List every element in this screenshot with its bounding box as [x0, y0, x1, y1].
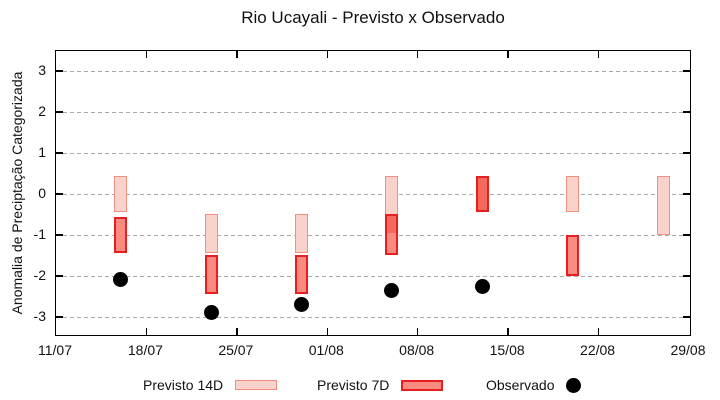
observed-point	[113, 272, 129, 288]
x-tick	[507, 328, 509, 335]
x-tick	[597, 51, 600, 58]
x-tick-label: 29/08	[670, 342, 706, 358]
y-tick-label: 3	[38, 62, 46, 79]
forecast-box-7d	[204, 255, 218, 295]
legend-item-previsto-7d: Previsto 7D	[317, 377, 444, 393]
y-tick	[683, 193, 690, 195]
observed-point	[203, 305, 219, 321]
x-tick	[597, 328, 600, 335]
x-tick-label: 25/07	[218, 342, 254, 358]
forecast-box-7d	[294, 255, 308, 295]
legend-label-observado: Observado	[486, 377, 555, 393]
x-tick-label: 08/08	[399, 342, 435, 358]
forecast-box-14d	[294, 214, 308, 254]
plot-area	[55, 50, 691, 336]
y-tick	[56, 275, 63, 277]
x-tick	[416, 51, 419, 58]
legend-item-observado: Observado	[486, 377, 582, 393]
forecast-box-7d	[114, 216, 128, 254]
previsto-7d-swatch-icon	[401, 379, 444, 391]
y-tick-label: -3	[33, 307, 46, 324]
forecast-overlap-segment	[387, 216, 397, 233]
x-tick-label: 18/07	[127, 342, 163, 358]
y-tick	[56, 234, 63, 236]
y-tick-label: 2	[38, 103, 46, 120]
y-tick	[56, 193, 63, 195]
forecast-box-14d	[566, 175, 580, 213]
y-tick	[56, 111, 63, 113]
y-tick-label: 1	[38, 144, 46, 161]
gridline	[56, 275, 690, 277]
x-tick-label: 22/08	[580, 342, 616, 358]
gridline	[56, 112, 690, 114]
legend-label-previsto-14d: Previsto 14D	[143, 377, 224, 393]
y-tick	[56, 70, 63, 72]
y-tick	[683, 111, 690, 113]
x-tick-label: 01/08	[308, 342, 344, 358]
y-tick-label: 0	[38, 185, 46, 201]
x-tick	[416, 328, 419, 335]
x-tick	[236, 51, 238, 58]
y-tick	[56, 316, 63, 318]
x-tick	[326, 328, 329, 335]
legend-label-previsto-7d: Previsto 7D	[317, 377, 390, 393]
chart-title: Rio Ucayali - Previsto x Observado	[241, 8, 505, 27]
legend-item-previsto-14d: Previsto 14D	[143, 377, 278, 393]
x-tick	[236, 328, 238, 335]
y-tick	[683, 234, 690, 236]
y-tick	[683, 275, 690, 277]
y-tick-label: -2	[33, 266, 46, 283]
observado-dot-icon	[566, 377, 582, 393]
x-tick-label: 11/07	[38, 342, 72, 358]
forecast-box-14d	[204, 214, 218, 254]
x-tick	[145, 328, 148, 335]
gridline	[56, 153, 690, 155]
x-tick-label: 15/08	[489, 342, 525, 358]
x-tick	[326, 51, 329, 58]
observed-point	[474, 278, 490, 294]
x-tick	[507, 51, 509, 58]
forecast-box-7d	[566, 234, 580, 276]
y-tick	[683, 152, 690, 154]
x-tick	[145, 51, 148, 58]
y-tick	[683, 316, 690, 318]
y-tick	[56, 152, 63, 154]
y-tick	[683, 70, 690, 72]
forecast-box-14d	[114, 175, 128, 213]
observed-point	[384, 282, 400, 298]
gridline	[56, 194, 690, 195]
previsto-14d-swatch-icon	[235, 380, 278, 390]
gridline	[56, 234, 690, 236]
y-tick-label: -1	[33, 225, 46, 242]
gridline	[56, 316, 690, 318]
forecast-box-14d	[656, 175, 670, 235]
observed-point	[293, 297, 309, 312]
forecast-overlap-segment	[477, 177, 487, 211]
gridline	[56, 71, 690, 73]
legend: Previsto 14D Previsto 7D Observado	[0, 377, 720, 399]
